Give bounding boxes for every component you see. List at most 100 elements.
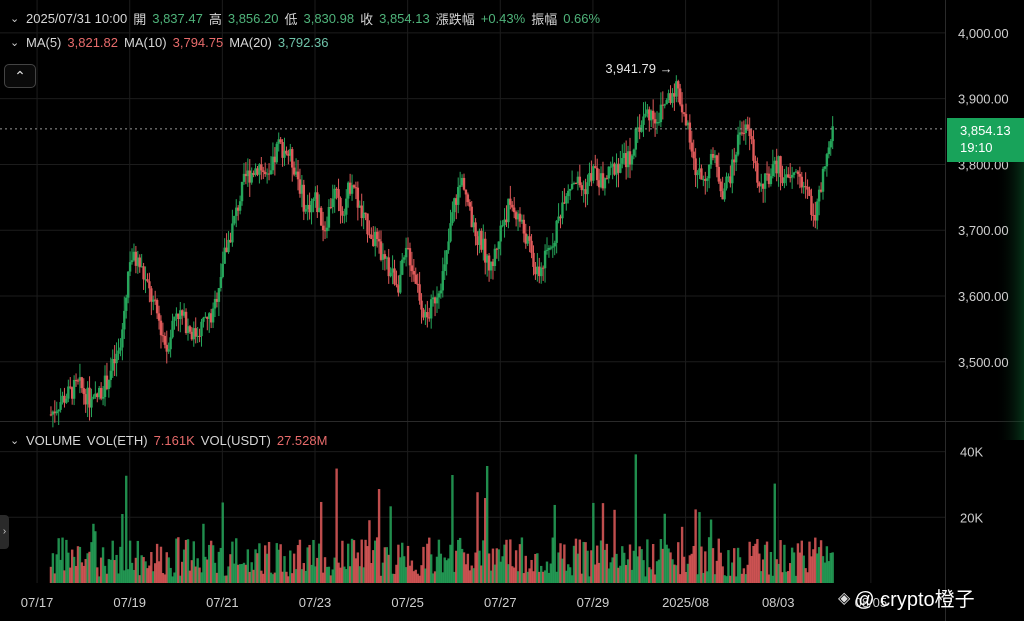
candle-body xyxy=(522,219,526,234)
candle-body xyxy=(597,180,601,188)
candle-body xyxy=(727,176,730,178)
volume-bar xyxy=(406,545,410,583)
candle-body xyxy=(223,247,226,264)
watermark: ◈ @ crypto橙子 xyxy=(838,583,975,612)
candle-body xyxy=(721,191,724,200)
candle-body xyxy=(321,225,325,231)
volume-bar xyxy=(831,552,834,583)
volume-bar xyxy=(329,575,333,583)
volume-bar xyxy=(816,553,819,583)
volume-bar xyxy=(640,549,643,583)
x-tick-label: 07/21 xyxy=(206,595,239,610)
candle-body xyxy=(480,230,483,250)
volume-bar xyxy=(306,547,309,583)
volume-bar xyxy=(148,565,151,583)
chevron-down-icon[interactable]: ⌄ xyxy=(10,12,20,25)
candle-body xyxy=(787,174,790,178)
volume-bar xyxy=(61,537,64,583)
candle-body xyxy=(630,155,634,165)
volume-bar xyxy=(738,557,742,583)
volume-bar xyxy=(630,569,634,583)
candle-body xyxy=(680,104,684,113)
chevron-down-icon[interactable]: ⌄ xyxy=(10,434,20,447)
candle-body xyxy=(825,154,829,167)
volume-bar xyxy=(559,543,562,583)
candle-body xyxy=(507,198,510,223)
volume-bar xyxy=(327,566,331,583)
candle-body xyxy=(126,271,130,298)
volume-bar xyxy=(132,569,136,583)
candle-body xyxy=(402,257,406,260)
candle-body xyxy=(250,172,253,183)
volume-bar xyxy=(350,538,354,583)
volume-bar xyxy=(767,574,771,583)
x-tick-label: 08/03 xyxy=(762,595,795,610)
volume-bar xyxy=(194,566,197,583)
candle-body xyxy=(555,220,558,243)
candle-body xyxy=(435,297,439,304)
candle-body xyxy=(422,309,425,318)
candle-body xyxy=(327,207,331,228)
volume-bar xyxy=(94,531,97,583)
candle-body xyxy=(175,313,178,317)
x-tick-label: 08/05 xyxy=(855,595,888,610)
candle-body xyxy=(777,156,780,174)
candle-body xyxy=(729,176,732,184)
volume-bar xyxy=(375,537,379,583)
volume-bar xyxy=(790,547,794,583)
volume-bar xyxy=(489,570,493,583)
collapse-button[interactable]: ⌃ xyxy=(4,64,36,88)
candle-body xyxy=(451,212,454,224)
volume-bar xyxy=(325,566,329,583)
volume-bar xyxy=(777,563,780,583)
ohlc-header: ⌄ 2025/07/31 10:00 開 3,837.47 高 3,856.20… xyxy=(10,9,600,28)
candle-body xyxy=(661,104,665,106)
volume-bar xyxy=(547,572,551,583)
volume-bar xyxy=(511,566,514,583)
candle-body xyxy=(626,151,630,168)
candle-body xyxy=(53,411,57,414)
candle-body xyxy=(796,171,800,174)
candle-body xyxy=(196,335,199,337)
volume-bar xyxy=(621,546,624,583)
candle-body xyxy=(623,153,626,159)
volume-bar xyxy=(557,552,560,583)
volume-bar xyxy=(389,506,392,583)
side-expand-tab[interactable]: › xyxy=(0,515,9,549)
volume-bar xyxy=(485,465,489,583)
close-label: 收 xyxy=(360,12,374,27)
volume-bar xyxy=(96,567,99,583)
ma20-label: MA(20) xyxy=(229,35,272,50)
volume-bar xyxy=(345,569,348,583)
candle-body xyxy=(821,168,825,192)
candle-body xyxy=(677,81,680,89)
volume-bar xyxy=(314,566,317,583)
volume-bar xyxy=(595,545,599,583)
volume-bar xyxy=(470,565,473,583)
candle-body xyxy=(289,149,292,156)
candle-body xyxy=(789,177,792,179)
volume-bar xyxy=(445,560,448,583)
volume-bar xyxy=(225,575,228,583)
candle-body xyxy=(348,182,352,194)
volume-bar xyxy=(152,571,155,583)
candle-body xyxy=(231,223,234,243)
volume-bar xyxy=(182,549,186,583)
volume-bar xyxy=(130,562,134,583)
candle-body xyxy=(594,166,597,168)
volume-bar xyxy=(719,552,722,583)
candle-body xyxy=(484,238,487,263)
candle-body xyxy=(615,163,618,175)
volume-bar xyxy=(534,553,537,583)
volume-bar xyxy=(426,543,429,583)
candle-body xyxy=(466,194,470,203)
chevron-down-icon[interactable]: ⌄ xyxy=(10,36,20,49)
candle-body xyxy=(362,212,365,219)
candle-body xyxy=(773,160,776,165)
volume-bar xyxy=(333,557,336,583)
volume-bar xyxy=(354,558,358,583)
volume-bar xyxy=(711,548,715,583)
candle-body xyxy=(134,251,138,266)
volume-bar xyxy=(98,576,101,583)
